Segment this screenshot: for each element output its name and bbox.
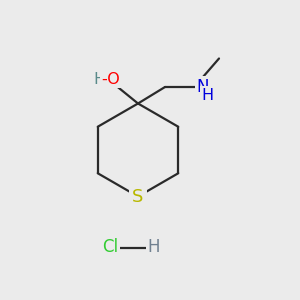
Text: S: S	[132, 188, 144, 206]
Text: Cl: Cl	[102, 238, 119, 256]
Text: N: N	[196, 78, 209, 96]
Text: -O: -O	[101, 72, 120, 87]
Text: H: H	[202, 88, 214, 103]
Text: H: H	[147, 238, 160, 256]
Text: H: H	[93, 72, 105, 87]
